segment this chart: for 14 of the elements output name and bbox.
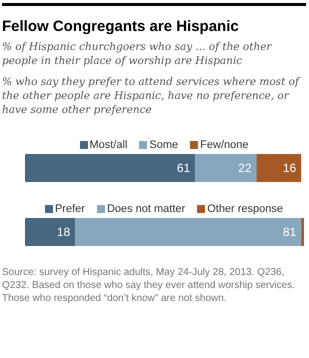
source-note: Source: survey of Hispanic adults, May 24-July 28, 2013. Q236, Q232. Based on those who say they ever attend worship services. Those who responded “don’t know” are not shown.	[2, 266, 296, 305]
legend-label: Other response	[207, 203, 284, 215]
chart-subtitle: % of Hispanic churchgoers who say ... of the other people in their place of worship are Hispanic % who say they prefer to attend services where most of the other people are Hispanic, have no preference, or have some other preference	[2, 40, 302, 117]
legend-label: Few/none	[200, 139, 248, 151]
data-label: 61	[176, 161, 191, 175]
data-label: 22	[238, 161, 252, 175]
legend-label: Prefer	[54, 203, 85, 215]
data-label: 18	[56, 225, 71, 239]
data-label: 16	[282, 161, 297, 175]
legend-label: Most/all	[90, 139, 128, 151]
legend-label: Does not matter	[106, 203, 186, 215]
data-label: 81	[282, 225, 297, 239]
chart-title: Fellow Congregants are Hispanic	[2, 18, 240, 35]
legend-label: Some	[149, 139, 178, 151]
